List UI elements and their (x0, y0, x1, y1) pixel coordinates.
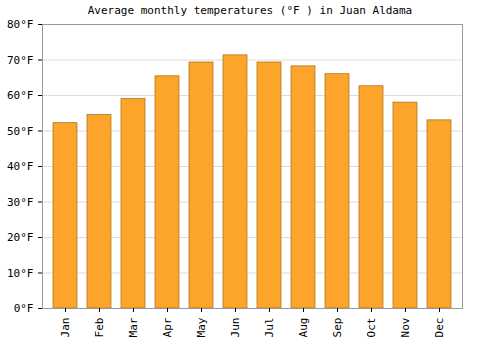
svg-text:50°F: 50°F (7, 125, 34, 138)
svg-text:60°F: 60°F (7, 89, 34, 102)
svg-text:10°F: 10°F (7, 267, 34, 280)
svg-text:Nov: Nov (399, 317, 412, 337)
svg-text:30°F: 30°F (7, 196, 34, 209)
svg-text:Jan: Jan (59, 318, 72, 338)
svg-text:Sep: Sep (331, 318, 344, 338)
svg-text:Jun: Jun (229, 318, 242, 338)
svg-text:Feb: Feb (93, 318, 106, 338)
svg-text:20°F: 20°F (7, 231, 34, 244)
svg-text:May: May (195, 317, 208, 337)
svg-text:40°F: 40°F (7, 160, 34, 173)
svg-text:Mar: Mar (127, 317, 140, 337)
svg-text:0°F: 0°F (14, 302, 34, 315)
svg-text:Dec: Dec (433, 318, 446, 338)
svg-text:70°F: 70°F (7, 54, 34, 67)
svg-text:Oct: Oct (365, 318, 378, 338)
svg-text:Aug: Aug (297, 318, 310, 338)
svg-text:Jul: Jul (263, 318, 276, 338)
svg-text:80°F: 80°F (7, 20, 34, 31)
svg-text:Apr: Apr (161, 317, 174, 337)
html-text:Average monthly temperatures (: Average monthly temperatures (°F ) in Ju… (87, 4, 413, 17)
